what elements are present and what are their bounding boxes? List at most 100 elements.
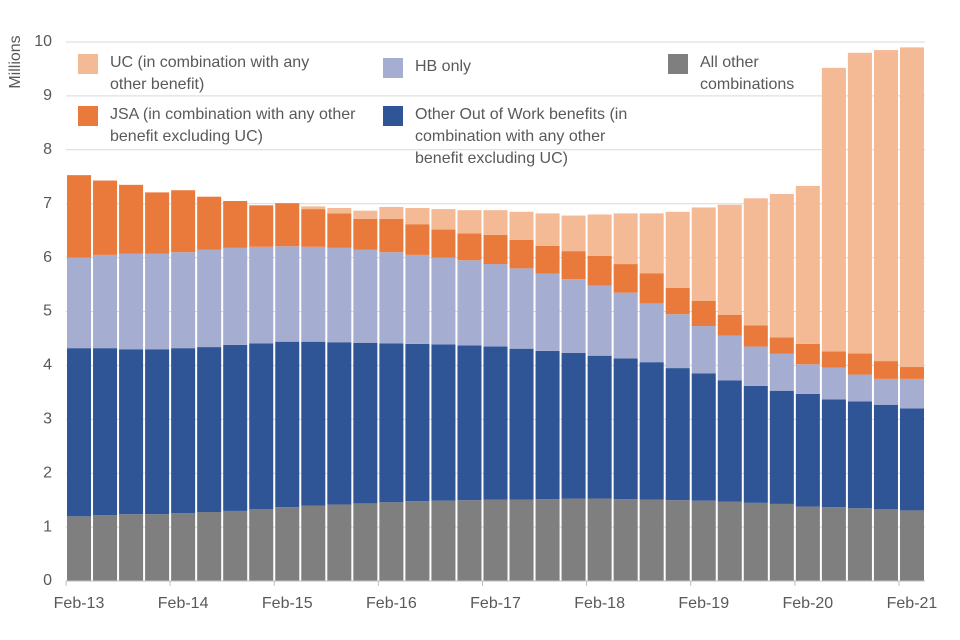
bar-segment — [613, 499, 638, 581]
bar-segment — [67, 257, 92, 349]
bar-segment — [457, 260, 482, 346]
bar-segment — [899, 510, 924, 581]
bar-segment — [327, 213, 352, 248]
bar-segment — [665, 368, 690, 501]
bar-segment — [353, 218, 378, 250]
bar-segment — [405, 343, 430, 502]
bar-segment — [743, 325, 768, 347]
bar-segment — [483, 264, 508, 347]
bar-segment — [795, 364, 820, 394]
bar-segment — [821, 351, 846, 368]
bar-segment — [223, 247, 248, 345]
y-tick-label: 1 — [43, 518, 52, 535]
bar-segment — [275, 341, 300, 508]
bar-segment — [691, 373, 716, 501]
bar-segment — [769, 337, 794, 354]
y-tick-label: 4 — [43, 357, 52, 374]
legend-label: JSA (in combination with any other benef… — [110, 106, 356, 145]
bar-segment — [639, 213, 664, 274]
bar-segment — [405, 224, 430, 255]
bar-segment — [197, 196, 222, 250]
bar-segment — [119, 253, 144, 350]
bar-segment — [873, 509, 898, 581]
bar-segment — [795, 343, 820, 365]
bar-segment — [483, 499, 508, 581]
bar-segment — [821, 399, 846, 508]
bar-segment — [743, 385, 768, 503]
bar-segment — [249, 509, 274, 581]
bar-segment — [535, 213, 560, 246]
bar-segment — [769, 503, 794, 581]
bar-segment — [769, 193, 794, 338]
bar-segment — [847, 52, 872, 354]
bar-segment — [509, 268, 534, 349]
bar-segment — [509, 211, 534, 240]
bar-segment — [327, 504, 352, 581]
bar-segment — [249, 246, 274, 344]
bar-segment — [197, 512, 222, 581]
bar-segment — [67, 516, 92, 581]
bar-segment — [67, 175, 92, 258]
bar-segment — [587, 255, 612, 286]
bar-segment — [717, 380, 742, 502]
bar-segment — [379, 206, 404, 219]
bar-segment — [197, 249, 222, 348]
bar-segment — [223, 201, 248, 248]
legend-swatch — [383, 106, 403, 126]
x-tick-label: Feb-14 — [158, 595, 209, 612]
y-axis-label: Millions — [7, 35, 24, 88]
bar-segment — [587, 285, 612, 356]
bar-segment — [873, 404, 898, 510]
y-tick-label: 5 — [43, 303, 52, 320]
x-tick-label: Feb-13 — [54, 595, 105, 612]
bar-segment — [379, 502, 404, 581]
bar-segment — [821, 507, 846, 581]
bar-segment — [691, 326, 716, 374]
bar-segment — [431, 500, 456, 581]
bar-segment — [899, 367, 924, 379]
bar-segment — [93, 254, 118, 349]
bar-segment — [613, 213, 638, 265]
bar-segment — [483, 234, 508, 265]
bar-segment — [587, 355, 612, 499]
bar-segment — [665, 287, 690, 315]
bar-segment — [665, 211, 690, 288]
legend-label: Other Out of Work benefits (in combinati… — [415, 106, 628, 167]
bar-segment — [535, 499, 560, 581]
legend-item: All other combinations — [668, 52, 808, 96]
bar-segment — [431, 257, 456, 345]
legend-item: HB only — [383, 56, 583, 78]
bar-segment — [639, 303, 664, 363]
bar-segment — [561, 498, 586, 581]
bar-segment — [301, 246, 326, 342]
bar-segment — [249, 205, 274, 247]
bar-segment — [457, 233, 482, 261]
bar-segment — [353, 342, 378, 504]
bar-segment — [301, 341, 326, 506]
bar-segment — [119, 514, 144, 581]
bar-segment — [301, 206, 326, 210]
bar-segment — [769, 390, 794, 504]
x-tick-label: Feb-16 — [366, 595, 417, 612]
legend-label: UC (in combination with any other benefi… — [110, 54, 310, 93]
bar-segment — [639, 499, 664, 581]
bar-segment — [405, 501, 430, 581]
bar-segment — [509, 348, 534, 500]
bar-segment — [561, 353, 586, 499]
bar-segment — [665, 314, 690, 369]
bar-segment — [717, 501, 742, 581]
x-tick-label: Feb-19 — [678, 595, 729, 612]
y-tick-label: 10 — [34, 33, 52, 50]
x-tick-label: Feb-21 — [887, 595, 938, 612]
legend-label: All other combinations — [700, 54, 795, 93]
x-tick-label: Feb-18 — [574, 595, 625, 612]
bar-segment — [483, 346, 508, 500]
bar-segment — [171, 513, 196, 581]
bar-segment — [613, 264, 638, 293]
bar-segment — [405, 208, 430, 225]
bar-segment — [873, 50, 898, 362]
bar-segment — [561, 279, 586, 354]
bar-segment — [665, 500, 690, 581]
bar-segment — [899, 408, 924, 511]
